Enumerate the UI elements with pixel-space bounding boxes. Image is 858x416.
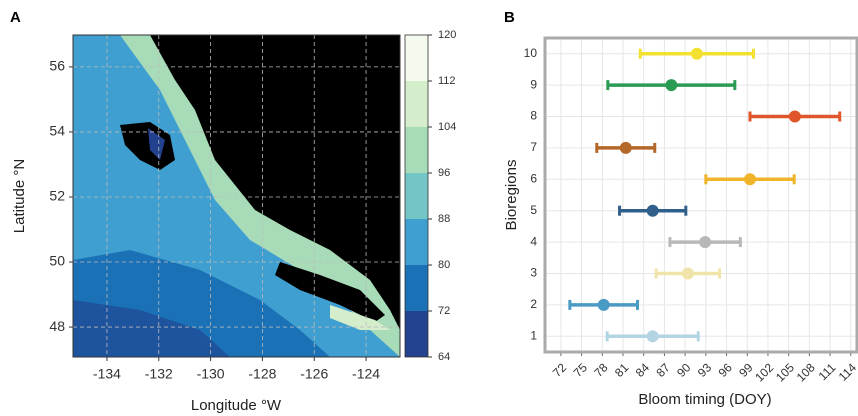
inlet <box>148 128 165 160</box>
y-tick-label: 8 <box>530 109 537 123</box>
colorbar-tick-label: 88 <box>438 213 450 225</box>
x-tick-label: 105 <box>773 360 797 384</box>
y-tick-label: 50 <box>49 253 65 269</box>
plot-frame <box>72 34 401 358</box>
colorbar-segment <box>405 265 428 311</box>
point <box>690 47 703 60</box>
colorbar-tick-label: 64 <box>438 351 450 363</box>
point <box>597 298 610 311</box>
x-tick-label: 108 <box>794 360 818 384</box>
y-axis-label: Bioregions <box>503 160 520 231</box>
x-tick-label: 99 <box>736 360 756 380</box>
y-tick-label: 4 <box>530 234 537 248</box>
colorbar-tick-label: 72 <box>438 305 450 317</box>
x-tick-label: -130 <box>197 366 225 382</box>
colorbar-tick-label: 96 <box>438 167 450 179</box>
x-tick-label: 78 <box>591 360 611 380</box>
y-tick-label: 7 <box>530 140 537 154</box>
x-tick-label: 75 <box>571 360 591 380</box>
x-tick-label: 93 <box>695 360 715 380</box>
point <box>744 173 757 186</box>
ocean-deeper <box>73 300 230 357</box>
y-tick-label: 1 <box>530 328 537 342</box>
point <box>699 236 712 249</box>
x-tick-label: 72 <box>550 360 570 380</box>
x-tick-label: -134 <box>93 366 121 382</box>
x-tick-label: -126 <box>300 366 328 382</box>
colorbar-segment <box>405 173 428 219</box>
y-tick-label: 52 <box>49 188 65 204</box>
colorbar-tick-label: 104 <box>438 121 456 133</box>
colorbar-tick-label: 120 <box>438 29 456 41</box>
colorbar-frame <box>404 34 429 358</box>
land <box>150 35 400 330</box>
island <box>120 122 175 170</box>
colorbar-segment <box>405 35 428 81</box>
point <box>788 110 801 123</box>
x-tick-label: 87 <box>653 360 673 380</box>
point <box>646 204 659 217</box>
x-tick-label: 81 <box>612 360 632 380</box>
y-tick-label: 54 <box>49 123 65 139</box>
point <box>681 267 694 280</box>
x-tick-label: -128 <box>248 366 276 382</box>
colorbar-tick-label: 112 <box>438 75 456 87</box>
y-tick-label: 48 <box>49 318 65 334</box>
strait <box>330 305 390 330</box>
x-axis-label: Bloom timing (DOY) <box>638 391 771 408</box>
colorbar-segment <box>405 219 428 265</box>
colorbar-segment <box>405 127 428 173</box>
y-tick-label: 2 <box>530 297 537 311</box>
y-tick-label: 3 <box>530 266 537 280</box>
y-tick-label: 5 <box>530 203 537 217</box>
y-tick-label: 6 <box>530 171 537 185</box>
point <box>665 79 678 92</box>
plot-background <box>545 38 857 352</box>
x-tick-label: 114 <box>836 360 858 384</box>
panel-letter: B <box>504 9 515 26</box>
x-tick-label: 102 <box>752 360 776 384</box>
plot-frame <box>543 36 858 354</box>
x-tick-label: 96 <box>716 360 736 380</box>
y-tick-label: 56 <box>49 58 65 74</box>
y-tick-label: 10 <box>524 46 538 60</box>
point <box>646 330 659 343</box>
colorbar-tick-label: 80 <box>438 259 450 271</box>
island <box>275 262 385 322</box>
x-tick-label: 90 <box>674 360 694 380</box>
x-tick-label: 111 <box>816 360 839 383</box>
colorbar-segment <box>405 81 428 127</box>
x-axis-label: Longitude °W <box>191 397 282 414</box>
map-image <box>73 35 400 357</box>
panel-letter: A <box>10 9 21 26</box>
point <box>619 141 632 154</box>
y-tick-label: 9 <box>530 77 537 91</box>
x-tick-label: -132 <box>145 366 173 382</box>
y-axis-label: Latitude °N <box>11 159 28 233</box>
x-tick-label: 84 <box>633 360 653 380</box>
x-tick-label: -124 <box>352 366 380 382</box>
colorbar-segment <box>405 311 428 357</box>
